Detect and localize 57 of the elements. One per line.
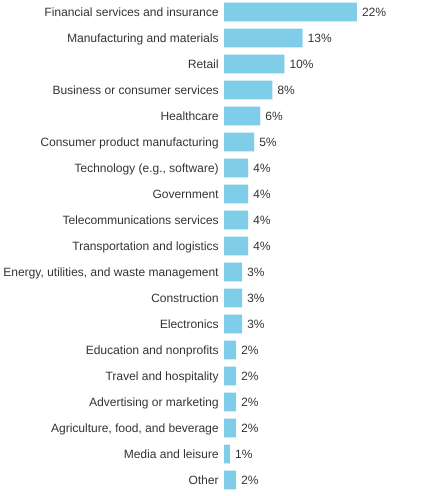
- data-label: 4%: [253, 212, 271, 227]
- bar: [224, 2, 357, 22]
- y-tick-label: Construction: [151, 291, 218, 306]
- bar: [224, 184, 248, 204]
- y-tick-label: Transportation and logistics: [72, 239, 218, 253]
- y-tick-label: Manufacturing and materials: [67, 30, 218, 45]
- y-tick-label: Healthcare: [160, 108, 219, 123]
- bar: [224, 392, 236, 412]
- bar: [224, 54, 284, 74]
- data-label: 6%: [265, 108, 283, 123]
- y-tick-label: Media and leisure: [124, 447, 219, 462]
- bar: [224, 158, 248, 178]
- bar: [224, 444, 230, 464]
- y-tick-label: Retail: [188, 56, 218, 71]
- bar: [224, 262, 242, 282]
- y-tick-label: Advertising or marketing: [89, 395, 218, 410]
- data-label: 2%: [241, 343, 259, 358]
- data-label: 8%: [277, 82, 296, 97]
- data-label: 2%: [241, 395, 259, 410]
- bar: [224, 80, 272, 100]
- data-label: 4%: [253, 160, 271, 175]
- bar: [224, 106, 260, 126]
- y-tick-label: Electronics: [160, 317, 218, 332]
- bar: [224, 210, 248, 230]
- data-label: 5%: [259, 134, 277, 149]
- y-tick-label: Financial services and insurance: [44, 4, 219, 19]
- bar: [224, 366, 236, 386]
- y-tick-label: Education and nonprofits: [86, 343, 218, 358]
- y-tick-label: Business or consumer services: [52, 82, 218, 97]
- data-label: 2%: [241, 473, 259, 488]
- data-label: 3%: [247, 291, 265, 306]
- data-label: 3%: [247, 317, 265, 332]
- y-tick-label: Government: [152, 186, 220, 201]
- data-label: 4%: [253, 239, 271, 253]
- bar: [224, 314, 242, 334]
- bar: [224, 28, 303, 48]
- y-tick-label: Technology (e.g., software): [74, 160, 218, 175]
- data-label: 13%: [308, 30, 332, 45]
- y-tick-label: Energy, utilities, and waste management: [3, 265, 220, 280]
- bar: [224, 470, 236, 490]
- y-tick-label: Consumer product manufacturing: [40, 134, 218, 149]
- data-label: 10%: [289, 56, 314, 71]
- bar: [224, 132, 254, 152]
- bar: [224, 236, 248, 256]
- y-tick-label: Agriculture, food, and beverage: [51, 421, 219, 436]
- data-label: 2%: [241, 421, 259, 436]
- bar: [224, 418, 236, 438]
- data-label: 22%: [362, 4, 386, 19]
- bar: [224, 340, 236, 360]
- data-label: 1%: [235, 447, 253, 462]
- data-label: 3%: [247, 265, 265, 280]
- y-tick-label: Other: [188, 473, 218, 488]
- data-label: 2%: [241, 369, 259, 384]
- data-label: 4%: [253, 186, 271, 201]
- y-tick-label: Travel and hospitality: [106, 369, 218, 384]
- y-tick-label: Telecommunications services: [62, 212, 218, 227]
- bar: [224, 288, 242, 308]
